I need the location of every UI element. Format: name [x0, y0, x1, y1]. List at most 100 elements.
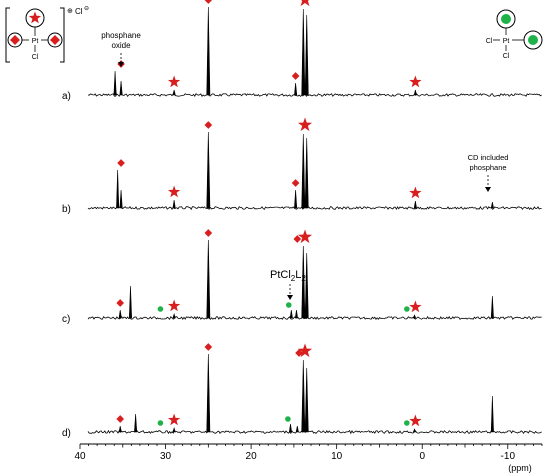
annotation-text-line-2: phosphane [469, 163, 506, 172]
right-ligand-left-label: Cl [486, 38, 493, 45]
arrow-down-icon [287, 295, 293, 300]
peak [413, 200, 417, 209]
counterion-label: Cl [75, 7, 83, 16]
red-star-icon [409, 300, 422, 313]
spectrum-label: a) [62, 91, 71, 102]
red-diamond-icon [117, 159, 125, 167]
red-diamond-icon [10, 35, 20, 45]
baseline-trace [87, 205, 542, 211]
right-ligand-bottom-label: Cl [503, 53, 510, 60]
red-diamond-icon [291, 72, 300, 80]
red-star-icon [297, 343, 313, 358]
green-dot-icon [501, 14, 511, 24]
red-diamond-icon [293, 235, 302, 243]
arrow-down-icon [485, 187, 491, 192]
peak [304, 137, 309, 209]
red-diamond-icon [295, 349, 303, 357]
peak [289, 309, 293, 319]
arrow-down-icon [118, 62, 124, 67]
peak [206, 131, 211, 209]
peak [119, 80, 123, 96]
annotation-phosphane-oxide: phosphane oxide [101, 31, 141, 67]
peak [412, 428, 417, 433]
red-star-icon [28, 11, 42, 24]
annotation-ptcl2l2: PtCl2L2 [270, 269, 306, 300]
peak [490, 201, 494, 209]
peak [412, 314, 417, 319]
peak [304, 14, 309, 96]
anion-sign: ⊖ [84, 6, 89, 12]
annotation-text-line-1: CD included [468, 153, 509, 162]
green-dot-icon [157, 420, 164, 426]
left-ligand-label: Cl [32, 54, 39, 61]
x-tick-label: 0 [419, 451, 425, 462]
x-axis-label: (ppm) [508, 463, 532, 473]
red-diamond-icon [291, 179, 300, 187]
x-tick-label: 40 [74, 451, 86, 462]
baseline-trace [87, 315, 542, 321]
red-diamond-icon [116, 415, 125, 423]
x-tick-label: 20 [246, 451, 258, 462]
red-star-icon [167, 299, 181, 312]
peak [294, 82, 298, 96]
baseline-trace [87, 429, 542, 435]
annotation-text-line-1: phosphane [101, 31, 141, 40]
red-diamond-icon [204, 121, 213, 129]
left-metal-label: Pt [32, 38, 39, 45]
annotation-text-line-2: oxide [111, 41, 131, 50]
right-structure: Pt Cl Cl [486, 9, 543, 60]
spectrum-c: c) [62, 229, 542, 325]
red-star-icon [409, 414, 422, 427]
peak [413, 89, 417, 96]
peak [490, 395, 494, 433]
charge-sign: ⊕ [67, 8, 73, 15]
peak [294, 309, 299, 319]
x-tick-label: 10 [331, 451, 343, 462]
peak [172, 89, 176, 96]
peak [301, 245, 306, 319]
peak [301, 133, 306, 209]
red-diamond-icon [116, 299, 125, 307]
annotation-formula: PtCl2L2 [270, 269, 306, 283]
peak [294, 189, 298, 209]
green-dot-icon [404, 420, 410, 426]
red-diamond-icon [204, 343, 213, 351]
red-star-icon [167, 185, 181, 198]
left-bracket [5, 7, 10, 63]
spectra-group: a) b) c) d) [62, 0, 542, 439]
red-star-icon [409, 186, 422, 199]
baseline-trace [87, 93, 542, 98]
peak [490, 295, 494, 319]
peak [206, 6, 211, 96]
right-bracket [60, 7, 65, 63]
red-star-icon [297, 117, 313, 132]
peak [116, 169, 120, 209]
spectrum-a: a) [62, 0, 542, 102]
annotation-cd-included: CD included phosphane [468, 153, 509, 192]
red-star-icon [300, 0, 310, 7]
peak [172, 199, 176, 209]
right-metal-label: Pt [503, 38, 510, 45]
red-diamond-icon [204, 0, 213, 4]
red-star-icon [167, 75, 181, 88]
peak [128, 285, 132, 319]
peak [206, 239, 211, 319]
left-structure: Pt Cl ⊕ Cl ⊖ [5, 6, 89, 63]
red-star-icon [409, 75, 422, 88]
x-tick-label: -10 [501, 451, 516, 462]
spectrum-label: b) [62, 204, 71, 215]
x-axis: (ppm) 40 30 20 10 0 -10 [74, 443, 543, 473]
peak [295, 425, 299, 433]
green-dot-icon [157, 306, 164, 312]
green-dot-icon [285, 302, 292, 308]
peak [304, 252, 309, 319]
peak [304, 367, 309, 433]
spectrum-label: d) [62, 428, 71, 439]
peak [172, 426, 176, 433]
peak [134, 413, 138, 433]
red-star-icon [167, 413, 181, 426]
green-dot-icon [528, 35, 538, 45]
spectrum-d: d) [62, 343, 542, 439]
spectrum-label: c) [62, 314, 70, 325]
